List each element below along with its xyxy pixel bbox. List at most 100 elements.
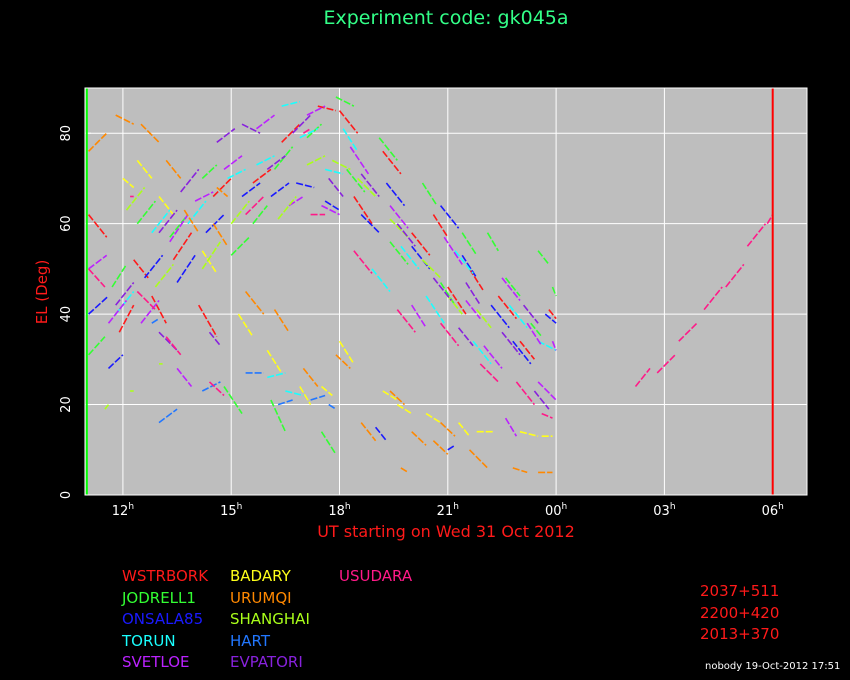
track-segment <box>201 241 222 270</box>
track-segment <box>439 282 456 306</box>
track-segment <box>432 214 449 238</box>
track-segment <box>281 123 301 143</box>
track-segment <box>353 250 373 274</box>
track-segment <box>321 204 340 216</box>
x-tick-label: 21h <box>437 502 459 519</box>
track-segment <box>270 182 290 198</box>
track-segment <box>522 304 539 324</box>
track-segment <box>490 304 510 329</box>
legend-column-2: BADARY URUMQI SHANGHAI HART EVPATORI <box>230 566 310 674</box>
track-segment <box>223 155 243 171</box>
track-segment <box>107 354 124 369</box>
track-segment <box>140 300 160 324</box>
track-segment <box>324 200 340 211</box>
track-segment <box>317 105 337 112</box>
track-segment <box>158 196 175 216</box>
plot-frame <box>84 87 808 496</box>
legend-item-badary: BADARY <box>230 567 291 585</box>
track-segment <box>411 232 431 256</box>
legend-item-svetloe: SVETLOE <box>122 653 190 671</box>
track-segment <box>122 177 135 189</box>
track-segment <box>725 263 745 288</box>
track-segment <box>266 155 286 171</box>
track-segment <box>519 340 536 360</box>
x-tick-label: 06h <box>762 502 784 519</box>
track-segment <box>277 195 297 220</box>
track-segment <box>267 372 286 379</box>
x-tick-label: 12h <box>112 502 134 519</box>
track-segment <box>432 277 453 301</box>
track-segment <box>118 304 135 333</box>
track-segment <box>443 236 463 265</box>
track-segment <box>88 254 108 270</box>
legend-item-hart: HART <box>230 631 271 650</box>
track-segment <box>244 290 265 315</box>
track-segment <box>432 440 449 455</box>
axis-ticks: 0 20 40 60 80 12h 15h 18h 21h 00h 03h 06h <box>59 125 784 519</box>
track-segment <box>88 295 110 315</box>
track-segment <box>519 430 539 437</box>
track-segment <box>237 313 254 338</box>
track-segment <box>136 200 157 225</box>
track-segment <box>461 232 478 256</box>
track-segment <box>107 300 128 324</box>
track-segment <box>457 422 471 437</box>
y-tick-label: 80 <box>59 125 74 142</box>
source-item: 2200+420 <box>700 603 780 622</box>
track-segment <box>208 381 225 397</box>
track-segment <box>331 159 351 171</box>
track-segment <box>353 196 373 225</box>
track-segment <box>212 177 232 198</box>
track-segment <box>421 259 442 279</box>
track-segment <box>508 304 528 329</box>
track-segment <box>548 309 557 320</box>
grid-lines <box>85 88 807 495</box>
track-segment <box>230 200 250 225</box>
series-torun <box>115 100 557 397</box>
track-segment <box>216 186 229 198</box>
track-segment <box>180 168 200 193</box>
x-tick-label: 03h <box>653 502 675 519</box>
track-segment <box>357 177 377 198</box>
track-segment <box>504 277 521 297</box>
track-segment <box>396 223 416 247</box>
footer-stamp: nobody 19-Oct-2012 17:51 <box>705 661 841 672</box>
track-segment <box>158 209 178 234</box>
track-segment <box>656 354 676 374</box>
track-segment <box>468 449 489 469</box>
track-segment <box>288 195 304 207</box>
track-segment <box>252 205 268 225</box>
track-segment <box>115 114 135 125</box>
series-svetloe <box>88 105 557 437</box>
track-segment <box>151 295 167 324</box>
track-segment <box>338 110 359 134</box>
track-segment <box>678 322 698 342</box>
track-segment <box>285 390 304 397</box>
legend-item-evpatori: EVPATORI <box>230 653 303 671</box>
track-segment <box>374 426 388 442</box>
track-segment <box>165 336 182 356</box>
track-segment <box>88 268 106 288</box>
track-segment <box>447 295 463 315</box>
track-segment <box>512 340 532 365</box>
track-segment <box>421 182 438 207</box>
track-segment <box>176 367 193 387</box>
track-segment <box>439 322 460 347</box>
track-segment <box>115 291 135 315</box>
legend-item-jodrell1: JODRELL1 <box>122 588 196 607</box>
track-segment <box>104 404 110 410</box>
y-tick-label: 0 <box>59 491 74 499</box>
track-segment <box>198 304 218 338</box>
track-segment <box>205 214 225 234</box>
track-segment <box>454 250 474 274</box>
track-segment <box>335 354 351 369</box>
track-segment <box>533 390 550 410</box>
legend-item-torun: TORUN <box>122 631 176 650</box>
track-segment <box>201 250 218 274</box>
track-segment <box>389 205 409 229</box>
track-segment <box>299 386 312 406</box>
track-segment <box>154 263 175 288</box>
track-segment <box>296 182 315 189</box>
source-item: 2013+370 <box>700 625 780 643</box>
track-segment <box>245 195 265 216</box>
